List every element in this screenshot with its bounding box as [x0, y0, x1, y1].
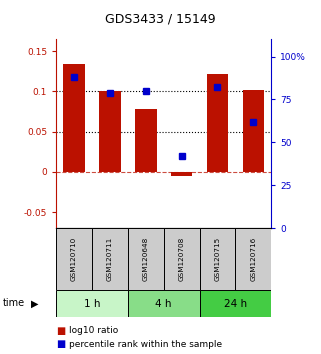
Bar [200, 290, 271, 317]
Text: 1 h: 1 h [84, 298, 100, 309]
Text: percentile rank within the sample: percentile rank within the sample [69, 339, 222, 349]
Bar [207, 74, 228, 172]
Text: GSM120648: GSM120648 [143, 237, 149, 281]
Text: time: time [3, 298, 25, 308]
Text: ■: ■ [56, 339, 65, 349]
Text: GDS3433 / 15149: GDS3433 / 15149 [105, 12, 216, 25]
Bar [235, 228, 271, 290]
Bar [135, 109, 157, 172]
Bar [99, 91, 121, 172]
Bar [128, 290, 200, 317]
Text: 4 h: 4 h [155, 298, 172, 309]
Bar [171, 172, 192, 176]
Bar [56, 228, 92, 290]
Text: GSM120708: GSM120708 [178, 237, 185, 281]
Text: GSM120716: GSM120716 [250, 237, 256, 281]
Text: ▶: ▶ [30, 298, 38, 308]
Bar [63, 64, 85, 172]
Text: log10 ratio: log10 ratio [69, 326, 118, 336]
Text: 24 h: 24 h [224, 298, 247, 309]
Bar [243, 90, 264, 172]
Bar [92, 228, 128, 290]
Text: GSM120710: GSM120710 [71, 237, 77, 281]
Bar [128, 228, 164, 290]
Text: ■: ■ [56, 326, 65, 336]
Bar [56, 290, 128, 317]
Text: GSM120711: GSM120711 [107, 237, 113, 281]
Text: GSM120715: GSM120715 [214, 237, 221, 281]
Bar [164, 228, 200, 290]
Bar [200, 228, 235, 290]
